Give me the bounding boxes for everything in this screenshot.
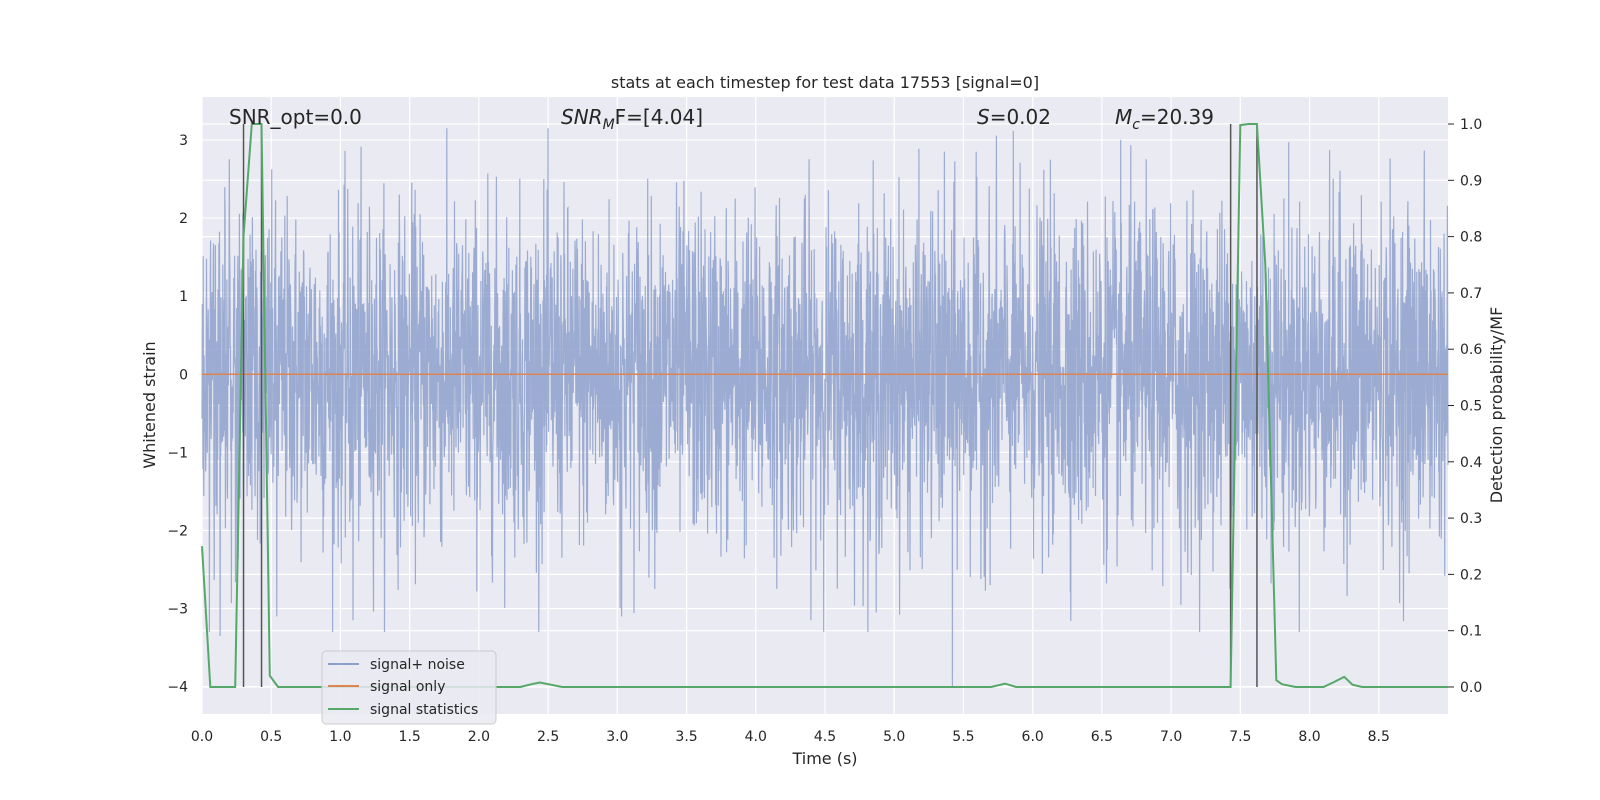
y-left-axis-label: Whitened strain — [140, 341, 159, 468]
y-right-tick-label: 0.7 — [1460, 286, 1482, 302]
y-right-tick-label: 0.8 — [1460, 230, 1482, 246]
legend-label-signal-only: signal only — [370, 679, 445, 695]
y-left-tick-label: −4 — [167, 680, 188, 696]
y-right-tick-label: 0.0 — [1460, 680, 1482, 696]
x-tick-label: 3.5 — [675, 729, 697, 745]
y-right-axis-label: Detection probability/MF — [1487, 307, 1506, 504]
x-tick-label: 0.0 — [191, 729, 213, 745]
x-tick-label: 8.0 — [1298, 729, 1320, 745]
y-left-tick-labels: −4 −3 −2 −1 0 1 2 3 — [167, 133, 188, 696]
x-tick-label: 4.5 — [814, 729, 836, 745]
legend-box — [321, 650, 497, 725]
x-tick-label: 7.5 — [1229, 729, 1251, 745]
vertical-lines — [242, 124, 1258, 687]
y-right-tick-label: 0.9 — [1460, 173, 1482, 189]
x-tick-label: 7.0 — [1160, 729, 1182, 745]
annotation-s: S=0.02 — [977, 105, 1051, 129]
noise-path — [201, 128, 1449, 687]
x-tick-label: 4.0 — [745, 729, 767, 745]
chart-title: stats at each timestep for test data 175… — [611, 73, 1039, 92]
x-tick-label: 5.0 — [883, 729, 905, 745]
x-axis-label: Time (s) — [791, 749, 857, 768]
y-left-tick-label: 1 — [179, 289, 188, 305]
y-right-tick-labels: 0.0 0.1 0.2 0.3 0.4 0.5 0.6 0.7 0.8 0.9 1.0 — [1448, 117, 1482, 696]
y-left-tick-label: 3 — [179, 133, 188, 149]
x-tick-label: 1.5 — [399, 729, 421, 745]
y-left-tick-label: −2 — [167, 523, 188, 539]
y-right-tick-label: 0.6 — [1460, 342, 1482, 358]
annotation-snr-mf: SNRMF=[4.04] — [561, 105, 703, 133]
x-tick-label: 5.5 — [952, 729, 974, 745]
noise-series — [201, 128, 1449, 687]
signal-statistics-series — [201, 123, 1448, 688]
x-tick-label: 0.5 — [260, 729, 282, 745]
legend: signal+ noise signal only signal statist… — [321, 650, 497, 725]
x-tick-label: 1.0 — [329, 729, 351, 745]
y-left-tick-label: −3 — [167, 602, 188, 618]
y-right-tick-label: 0.2 — [1460, 567, 1482, 583]
annotation-snr-opt: SNR_opt=0.0 — [229, 105, 362, 129]
x-tick-label: 8.5 — [1368, 729, 1390, 745]
y-right-tick-label: 0.3 — [1460, 511, 1482, 527]
y-right-tick-label: 0.5 — [1460, 399, 1482, 415]
x-tick-label: 2.0 — [468, 729, 490, 745]
y-right-tick-label: 0.4 — [1460, 455, 1482, 471]
y-right-tick-label: 1.0 — [1460, 117, 1482, 133]
y-left-tick-label: 0 — [179, 367, 188, 383]
x-tick-label: 3.0 — [606, 729, 628, 745]
annotation-mc: Mc=20.39 — [1115, 105, 1214, 133]
y-left-tick-label: −1 — [167, 445, 188, 461]
y-left-tick-label: 2 — [179, 211, 188, 227]
x-tick-label: 2.5 — [537, 729, 559, 745]
legend-label-statistics: signal statistics — [370, 702, 478, 718]
x-tick-label: 6.5 — [1091, 729, 1113, 745]
x-tick-labels: 0.0 0.5 1.0 1.5 2.0 2.5 3.0 3.5 4.0 4.5 5.0 5.5 6.0 6… — [191, 729, 1390, 745]
y-right-tick-label: 0.1 — [1460, 624, 1482, 640]
x-tick-label: 6.0 — [1022, 729, 1044, 745]
legend-label-noise: signal+ noise — [370, 657, 465, 673]
